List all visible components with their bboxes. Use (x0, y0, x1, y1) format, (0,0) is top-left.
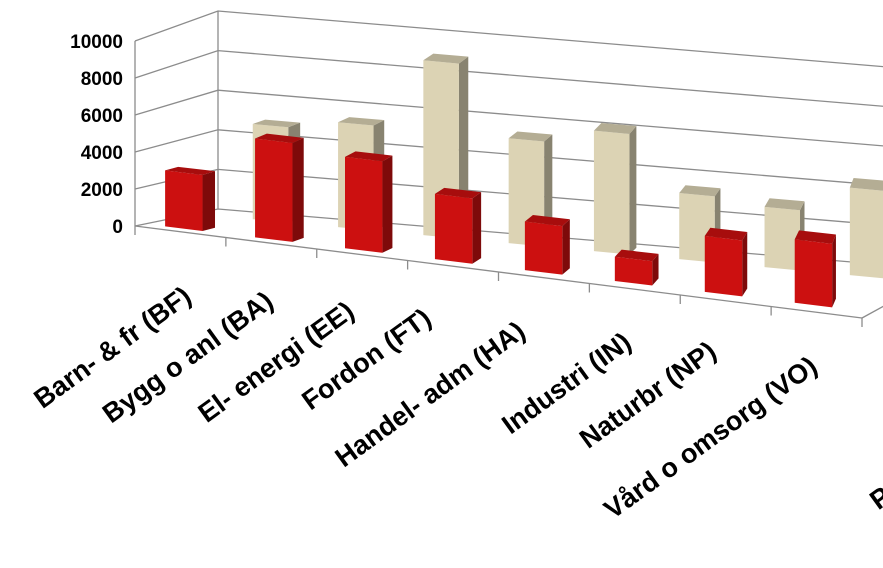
bar-top (252, 119, 301, 128)
bar-top (849, 178, 883, 191)
bar-side (202, 171, 216, 231)
bar-side (832, 234, 836, 308)
x-tick-label: Vård o omsorg (VO) (599, 351, 823, 525)
bar-top (794, 230, 836, 244)
bar-side (742, 231, 748, 297)
bar (704, 227, 748, 297)
bar-top (508, 131, 553, 142)
y-tick-label: 10000 (70, 32, 123, 53)
bar-top (764, 198, 805, 211)
bar (255, 133, 304, 242)
bar (524, 215, 570, 275)
gridline (134, 10, 883, 68)
x-axis-tick-labels: Barn- & fr (BF)Bygg o anl (BA)El- energi… (28, 281, 883, 525)
bar (344, 151, 393, 253)
y-tick-label: 6000 (81, 106, 123, 127)
bar (614, 249, 659, 286)
bar-top (165, 166, 216, 175)
bar-top (344, 151, 393, 162)
bar-front (593, 130, 630, 255)
x-tick-label: P (864, 481, 883, 516)
bar-front (255, 138, 293, 242)
bar-top (614, 249, 659, 262)
bar-front (794, 239, 833, 308)
bar-top (338, 117, 385, 126)
bar-side (629, 125, 637, 255)
bar-front (764, 206, 801, 271)
bar-top (423, 53, 469, 64)
x-tick-label: Handel- adm (HA) (330, 316, 531, 473)
bar-top (593, 122, 637, 134)
bar-side (382, 155, 393, 253)
bar-front (524, 221, 563, 275)
bar-front (165, 170, 203, 231)
y-axis-tick-labels: 0 2000 4000 6000 8000 10000 (70, 32, 123, 238)
bar-front (344, 156, 383, 253)
bar-top (704, 227, 748, 241)
bar-front (614, 256, 653, 286)
bar-top (524, 215, 570, 227)
bar-side (562, 219, 570, 275)
y-tick-label: 2000 (81, 180, 123, 201)
bar (794, 230, 836, 308)
bar-top (255, 133, 304, 143)
bar-front (704, 235, 743, 297)
y-tick-label: 0 (112, 217, 123, 238)
bar (434, 187, 482, 264)
bar-top (434, 187, 482, 199)
floor-edge-right (861, 305, 883, 319)
y-tick-label: 4000 (81, 143, 123, 164)
gridlines (134, 10, 883, 327)
bar-side (292, 137, 304, 242)
y-tick-label: 8000 (81, 69, 123, 90)
bar-front (849, 187, 883, 279)
bar (165, 166, 216, 231)
bar-side (652, 253, 659, 286)
bar (849, 178, 883, 279)
bar (593, 122, 637, 255)
gridline (134, 49, 883, 107)
bar-side (472, 192, 482, 264)
bars (165, 53, 883, 308)
bar-front (434, 193, 473, 264)
x-tick-label: El- energi (EE) (193, 296, 360, 429)
bar-top (679, 185, 721, 197)
